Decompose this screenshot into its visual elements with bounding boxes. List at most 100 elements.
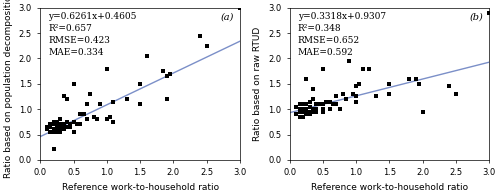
Point	[90, 115, 98, 118]
Point	[80, 113, 88, 116]
Point	[302, 103, 310, 106]
Point	[339, 92, 347, 95]
Point	[93, 118, 101, 121]
Point	[110, 120, 118, 123]
Point	[302, 108, 310, 111]
Point	[103, 67, 111, 70]
Point	[302, 113, 310, 116]
Point	[452, 92, 460, 95]
Point	[63, 120, 71, 123]
Point	[296, 103, 304, 106]
Point	[50, 147, 58, 150]
Point	[312, 103, 320, 106]
Point	[56, 125, 64, 129]
Point	[83, 118, 91, 121]
Point	[50, 120, 58, 123]
Point	[302, 77, 310, 80]
Point	[162, 97, 170, 101]
Point	[70, 131, 78, 134]
Point	[299, 103, 307, 106]
Point	[309, 87, 317, 90]
Point	[96, 103, 104, 106]
Point	[329, 103, 337, 106]
Point	[56, 123, 64, 126]
Point	[50, 131, 58, 134]
Point	[63, 125, 71, 129]
Point	[332, 95, 340, 98]
Point	[299, 115, 307, 118]
Point	[306, 105, 314, 108]
X-axis label: Reference work-to-household ratio: Reference work-to-household ratio	[311, 183, 468, 192]
Point	[160, 70, 168, 73]
Point	[306, 100, 314, 103]
Text: (a): (a)	[220, 12, 234, 21]
Point	[326, 108, 334, 111]
Point	[352, 95, 360, 98]
Point	[319, 67, 327, 70]
Point	[50, 123, 58, 126]
Point	[342, 97, 350, 101]
Point	[352, 100, 360, 103]
Point	[56, 118, 64, 121]
Point	[372, 95, 380, 98]
Point	[326, 100, 334, 103]
Point	[110, 100, 118, 103]
Point	[86, 92, 94, 95]
Point	[53, 120, 61, 123]
Point	[103, 118, 111, 121]
Point	[322, 100, 330, 103]
Point	[332, 103, 340, 106]
Point	[53, 125, 61, 129]
Text: y=0.6261x+0.4605
R²=0.657
RMSE=0.423
MAE=0.334: y=0.6261x+0.4605 R²=0.657 RMSE=0.423 MAE…	[48, 12, 137, 57]
Point	[319, 103, 327, 106]
Point	[46, 123, 54, 126]
Point	[309, 108, 317, 111]
Point	[386, 82, 394, 85]
Point	[485, 11, 493, 14]
Point	[309, 97, 317, 101]
Point	[66, 123, 74, 126]
Y-axis label: Ratio based on raw RTUD: Ratio based on raw RTUD	[254, 27, 262, 141]
Point	[306, 113, 314, 116]
Point	[53, 125, 61, 129]
Point	[296, 115, 304, 118]
Point	[416, 82, 424, 85]
Point	[309, 110, 317, 113]
Point	[359, 67, 367, 70]
Point	[63, 97, 71, 101]
Point	[56, 131, 64, 134]
Point	[60, 128, 68, 131]
Point	[366, 67, 374, 70]
Point	[136, 103, 144, 106]
Point	[356, 82, 364, 85]
Point	[43, 125, 51, 129]
Point	[60, 95, 68, 98]
Point	[70, 120, 78, 123]
Point	[70, 82, 78, 85]
Point	[336, 108, 344, 111]
Point	[302, 110, 310, 113]
Point	[319, 108, 327, 111]
Point	[418, 110, 426, 113]
Point	[76, 123, 84, 126]
Point	[299, 108, 307, 111]
Point	[106, 115, 114, 118]
Point	[162, 75, 170, 78]
Point	[352, 85, 360, 88]
Point	[412, 77, 420, 80]
Point	[196, 34, 204, 37]
Point	[386, 92, 394, 95]
Point	[53, 131, 61, 134]
Point	[46, 131, 54, 134]
Point	[446, 85, 454, 88]
Point	[43, 128, 51, 131]
Point	[136, 82, 144, 85]
Point	[406, 77, 413, 80]
Point	[123, 97, 131, 101]
Point	[299, 110, 307, 113]
Point	[292, 105, 300, 108]
Y-axis label: Ratio based on population decomposition: Ratio based on population decomposition	[4, 0, 13, 178]
Point	[306, 110, 314, 113]
Point	[143, 54, 151, 57]
Point	[46, 125, 54, 129]
